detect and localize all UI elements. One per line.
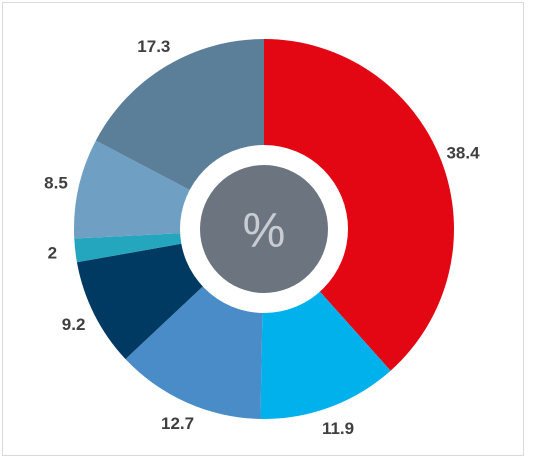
slice-label-17-3: 17.3: [137, 37, 170, 56]
slice-label-11-9: 11.9: [322, 419, 354, 438]
slice-label-38-4: 38.4: [446, 144, 480, 163]
slice-label-8-5: 8.5: [44, 174, 68, 193]
slice-labels: 38.4 11.9 12.7 9.2 2 8.5 17.3: [44, 37, 480, 438]
slice-label-9-2: 9.2: [62, 315, 86, 334]
center-disc: [200, 165, 328, 293]
center-percent-symbol: %: [243, 205, 286, 258]
slice-38-4: [264, 39, 455, 371]
slice-label-12-7: 12.7: [161, 414, 194, 433]
slice-label-2: 2: [48, 244, 57, 263]
